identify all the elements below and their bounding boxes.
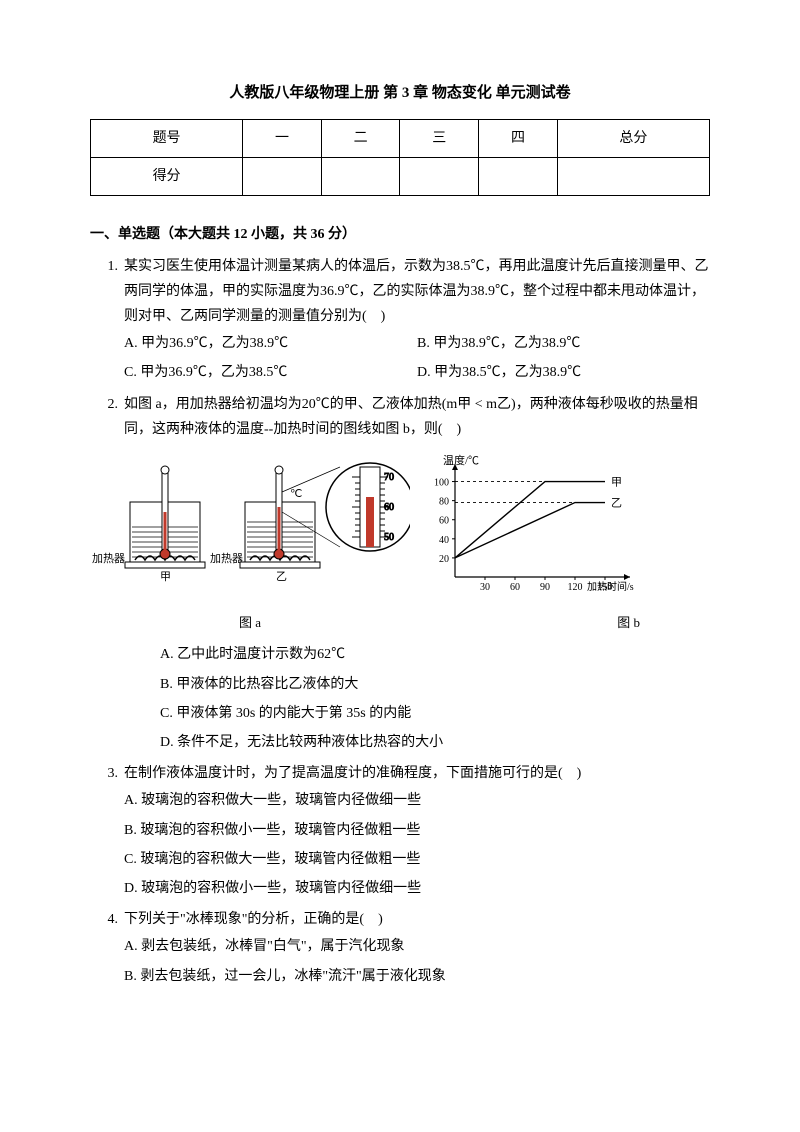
question-3: 3. 在制作液体温度计时，为了提高温度计的准确程度，下面措施可行的是( ) A.… xyxy=(90,761,710,903)
figure-a-caption: 图 a xyxy=(90,611,410,634)
figure-a: 加热器 甲 加热器 xyxy=(90,452,410,635)
question-2: 2. 如图 a，用加热器给初温均为20℃的甲、乙液体加热(m甲 < m乙)，两种… xyxy=(90,392,710,442)
heater-label: 加热器 xyxy=(92,552,125,565)
td-4 xyxy=(479,158,558,196)
figure-b-caption: 图 b xyxy=(420,611,650,634)
option-a: A. 乙中此时温度计示数为62℃ xyxy=(160,640,710,669)
svg-text:60: 60 xyxy=(510,582,520,593)
option-a: A. 剥去包装纸，冰棒冒"白气"，属于汽化现象 xyxy=(124,932,710,961)
page-title: 人教版八年级物理上册 第 3 章 物态变化 单元测试卷 xyxy=(90,80,710,107)
table-row: 题号 一 二 三 四 总分 xyxy=(91,120,710,158)
table-row: 得分 xyxy=(91,158,710,196)
figure-b: 20406080100306090120150温度/℃加热时间/s甲乙 图 b xyxy=(420,452,650,635)
option-b: B. 甲为38.9℃，乙为38.9℃ xyxy=(417,329,710,358)
q-number: 4. xyxy=(90,907,124,991)
q-number: 1. xyxy=(90,254,124,388)
q-number: 2. xyxy=(90,392,124,442)
option-b: B. 剥去包装纸，过一会儿，冰棒"流汗"属于液化现象 xyxy=(124,962,710,991)
td-score-label: 得分 xyxy=(91,158,243,196)
svg-text:100: 100 xyxy=(434,477,449,488)
td-3 xyxy=(400,158,479,196)
svg-text:90: 90 xyxy=(540,582,550,593)
svg-text:60: 60 xyxy=(439,516,449,527)
td-2 xyxy=(321,158,400,196)
option-d: D. 玻璃泡的容积做小一些，玻璃管内径做细一些 xyxy=(124,874,710,903)
svg-text:乙: 乙 xyxy=(611,496,622,509)
option-a: A. 玻璃泡的容积做大一些，玻璃管内径做细一些 xyxy=(124,786,710,815)
th-total: 总分 xyxy=(557,120,709,158)
td-1 xyxy=(243,158,322,196)
svg-text:℃: ℃ xyxy=(290,488,302,500)
svg-text:40: 40 xyxy=(439,535,449,546)
svg-text:温度/℃: 温度/℃ xyxy=(443,453,479,467)
option-d: D. 条件不足，无法比较两种液体比热容的大小 xyxy=(160,728,710,757)
section-heading: 一、单选题（本大题共 12 小题，共 36 分） xyxy=(90,222,710,247)
th-2: 二 xyxy=(321,120,400,158)
option-c: C. 甲为36.9℃，乙为38.5℃ xyxy=(124,358,417,387)
option-c: C. 玻璃泡的容积做大一些，玻璃管内径做粗一些 xyxy=(124,845,710,874)
svg-text:加热时间/s: 加热时间/s xyxy=(587,580,634,593)
q-text: 某实习医生使用体温计测量某病人的体温后，示数为38.5℃，再用此温度计先后直接测… xyxy=(124,254,710,330)
svg-text:甲: 甲 xyxy=(160,571,171,583)
q-text: 如图 a，用加热器给初温均为20℃的甲、乙液体加热(m甲 < m乙)，两种液体每… xyxy=(124,392,710,442)
svg-text:甲: 甲 xyxy=(611,476,622,488)
figure-row: 加热器 甲 加热器 xyxy=(90,452,710,635)
svg-text:20: 20 xyxy=(439,554,449,565)
th-3: 三 xyxy=(400,120,479,158)
svg-text:30: 30 xyxy=(480,582,490,593)
question-4: 4. 下列关于"冰棒现象"的分析，正确的是( ) A. 剥去包装纸，冰棒冒"白气… xyxy=(90,907,710,991)
question-1: 1. 某实习医生使用体温计测量某病人的体温后，示数为38.5℃，再用此温度计先后… xyxy=(90,254,710,388)
svg-text:120: 120 xyxy=(568,582,583,593)
option-b: B. 甲液体的比热容比乙液体的大 xyxy=(160,670,710,699)
svg-text:80: 80 xyxy=(439,497,449,508)
option-b: B. 玻璃泡的容积做小一些，玻璃管内径做粗一些 xyxy=(124,816,710,845)
q-number: 3. xyxy=(90,761,124,903)
score-table: 题号 一 二 三 四 总分 得分 xyxy=(90,119,710,196)
th-num: 题号 xyxy=(91,120,243,158)
option-d: D. 甲为38.5℃，乙为38.9℃ xyxy=(417,358,710,387)
option-a: A. 甲为36.9℃，乙为38.9℃ xyxy=(124,329,417,358)
th-1: 一 xyxy=(243,120,322,158)
svg-text:加热器: 加热器 xyxy=(210,552,243,565)
option-c: C. 甲液体第 30s 的内能大于第 35s 的内能 xyxy=(160,699,710,728)
th-4: 四 xyxy=(479,120,558,158)
td-total xyxy=(557,158,709,196)
svg-text:乙: 乙 xyxy=(276,570,287,583)
q-text: 在制作液体温度计时，为了提高温度计的准确程度，下面措施可行的是( ) xyxy=(124,761,710,786)
q-text: 下列关于"冰棒现象"的分析，正确的是( ) xyxy=(124,907,710,932)
